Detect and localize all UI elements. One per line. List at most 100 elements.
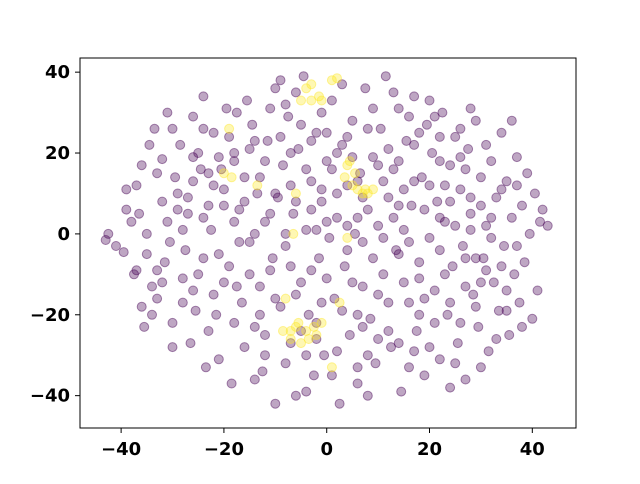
data-point-s0-328 [373, 160, 384, 171]
data-point-s0-104 [414, 257, 425, 268]
data-point-s0-89 [375, 123, 386, 134]
data-point-s0-72 [332, 212, 342, 223]
data-point-s0-238 [316, 297, 327, 308]
data-point-s0-211 [439, 180, 450, 191]
data-point-s0-243 [393, 156, 404, 167]
data-point-s0-58 [296, 277, 306, 288]
data-point-s0-265 [434, 156, 445, 167]
data-point-s1-14 [296, 95, 306, 106]
data-point-s1-20 [326, 75, 337, 86]
data-point-s1-10 [308, 321, 319, 332]
data-point-s1-4 [285, 334, 296, 344]
data-point-s0-10 [149, 123, 160, 134]
data-point-s0-169 [216, 164, 227, 175]
data-point-s0-165 [190, 305, 201, 316]
data-point-s0-183 [296, 119, 306, 130]
data-point-s0-248 [470, 301, 481, 312]
data-point-s0-46 [265, 265, 276, 276]
data-point-s0-42 [254, 172, 265, 183]
data-point-s0-306 [321, 216, 332, 227]
data-point-s0-170 [224, 261, 235, 272]
data-point-s0-279 [404, 237, 414, 247]
data-point-s0-69 [324, 232, 335, 243]
data-point-s0-227 [141, 249, 152, 260]
data-point-s0-77 [344, 330, 355, 340]
data-point-s0-151 [535, 216, 545, 227]
data-point-s0-45 [262, 135, 273, 146]
data-point-s0-85 [365, 313, 376, 324]
data-point-s0-222 [496, 184, 507, 195]
data-point-s0-283 [182, 192, 193, 203]
data-point-s0-327 [352, 362, 363, 373]
data-point-s0-200 [383, 326, 394, 336]
data-point-s1-1 [224, 123, 235, 134]
data-point-s0-114 [439, 216, 450, 227]
data-point-s1-21 [332, 73, 342, 84]
data-point-s0-31 [218, 184, 229, 195]
data-point-s0-297 [368, 253, 378, 264]
data-point-s0-99 [401, 135, 412, 146]
data-point-s0-330 [414, 309, 425, 320]
data-point-s0-52 [280, 241, 291, 251]
data-point-s0-186 [311, 317, 322, 328]
data-point-s0-280 [424, 95, 435, 106]
data-point-s0-317 [198, 253, 209, 264]
data-point-s0-252 [224, 131, 235, 142]
data-point-s0-261 [373, 334, 384, 344]
y-tick-label: −20 [30, 305, 70, 326]
data-point-s0-324 [290, 87, 301, 98]
data-point-s0-269 [198, 212, 209, 223]
data-point-s0-172 [236, 297, 247, 308]
data-point-s0-213 [450, 220, 461, 231]
data-point-s0-100 [404, 297, 414, 308]
data-point-s0-316 [188, 285, 199, 296]
data-point-s0-273 [280, 228, 291, 239]
data-point-s0-23 [193, 269, 204, 280]
data-point-s0-166 [198, 123, 209, 134]
data-point-s0-335 [203, 168, 214, 179]
data-point-s0-150 [532, 285, 543, 296]
data-point-s0-310 [121, 204, 132, 215]
data-point-s0-199 [378, 176, 389, 187]
data-point-s0-6 [136, 301, 147, 312]
data-point-s0-254 [265, 208, 276, 219]
data-point-s0-113 [437, 107, 448, 118]
y-tick-label: 20 [45, 143, 70, 164]
data-point-s0-180 [280, 358, 291, 369]
data-point-s1-12 [288, 228, 299, 239]
data-point-s0-84 [362, 204, 373, 215]
data-point-s0-329 [393, 200, 404, 211]
data-point-s0-40 [247, 119, 258, 130]
data-point-s0-71 [329, 293, 340, 304]
data-point-s0-73 [334, 398, 345, 409]
data-point-s0-76 [342, 180, 353, 191]
data-point-s0-149 [529, 188, 540, 199]
plot-frame [79, 57, 577, 429]
data-point-s0-260 [357, 237, 368, 247]
x-tick-label: 40 [520, 439, 545, 460]
data-point-s0-203 [398, 184, 409, 195]
data-point-s0-39 [244, 237, 255, 247]
data-point-s1-23 [339, 172, 350, 183]
data-point-s0-41 [249, 321, 260, 332]
data-point-s0-270 [218, 277, 229, 288]
data-point-s0-138 [501, 176, 512, 187]
data-point-s0-109 [427, 148, 438, 158]
data-point-s0-30 [213, 249, 224, 260]
data-point-s0-210 [434, 245, 445, 256]
data-point-s0-116 [445, 160, 456, 171]
data-point-s0-78 [347, 115, 358, 126]
data-point-s0-277 [362, 350, 373, 361]
data-point-s0-13 [159, 257, 170, 268]
data-point-s0-206 [414, 273, 425, 284]
data-point-s0-12 [157, 154, 168, 165]
data-point-s0-216 [465, 103, 476, 114]
data-point-s0-187 [316, 107, 327, 118]
y-tick-label: −40 [30, 386, 70, 407]
data-point-s0-14 [162, 107, 173, 118]
data-point-s1-6 [293, 317, 304, 328]
data-point-s0-61 [303, 309, 314, 320]
data-point-s0-158 [144, 139, 155, 150]
data-point-s1-19 [326, 362, 337, 373]
data-point-s0-194 [352, 309, 363, 320]
